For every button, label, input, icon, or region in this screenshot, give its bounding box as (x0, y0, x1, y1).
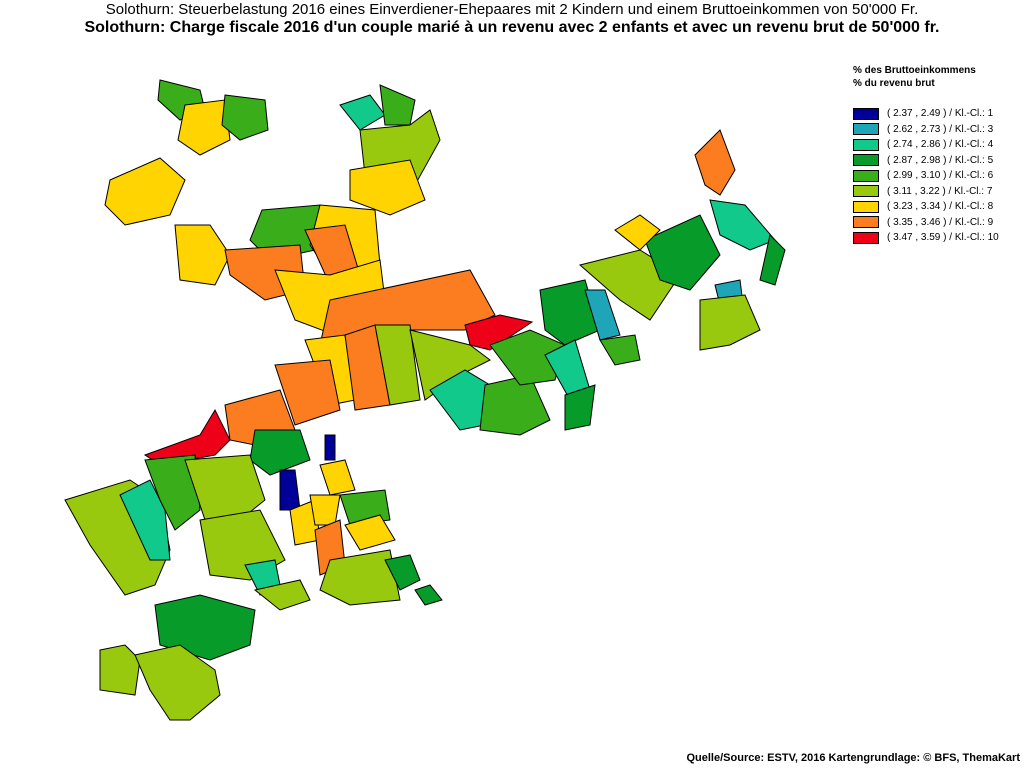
legend-swatch (853, 138, 879, 151)
legend-label: ( 2.87 , 2.98 ) / Kl.-Cl.: 5 (887, 154, 994, 166)
legend-item: ( 2.37 , 2.49 ) / Kl.-Cl.: 1 (853, 106, 999, 122)
source: Quelle/Source: ESTV, 2016 Kartengrundlag… (686, 752, 1020, 764)
legend-item: ( 2.99 , 3.10 ) / Kl.-Cl.: 6 (853, 168, 999, 184)
legend-label: ( 2.99 , 3.10 ) / Kl.-Cl.: 6 (887, 170, 994, 182)
legend-heading-fr: % du revenu brut (853, 78, 935, 89)
legend-item: ( 3.35 , 3.46 ) / Kl.-Cl.: 9 (853, 215, 999, 231)
legend-item: ( 2.62 , 2.73 ) / Kl.-Cl.: 3 (853, 122, 999, 138)
legend-swatch (853, 185, 879, 198)
legend-swatch (853, 200, 879, 213)
legend-items: ( 2.37 , 2.49 ) / Kl.-Cl.: 1 ( 2.62 , 2.7… (853, 106, 999, 246)
legend-label: ( 2.37 , 2.49 ) / Kl.-Cl.: 1 (887, 108, 994, 120)
legend-swatch (853, 107, 879, 120)
legend-label: ( 2.62 , 2.73 ) / Kl.-Cl.: 3 (887, 123, 994, 135)
legend-label: ( 3.47 , 3.59 ) / Kl.-Cl.: 10 (887, 232, 999, 244)
legend-swatch (853, 154, 879, 167)
legend-item: ( 3.11 , 3.22 ) / Kl.-Cl.: 7 (853, 184, 999, 200)
municipalities (64, 79, 786, 721)
title-fr: Solothurn: Charge fiscale 2016 d'un coup… (84, 19, 940, 36)
legend-item: ( 3.47 , 3.59 ) / Kl.-Cl.: 10 (853, 230, 999, 246)
title-de: Solothurn: Steuerbelastung 2016 eines Ei… (105, 1, 919, 18)
legend-swatch (853, 216, 879, 229)
legend-item: ( 2.74 , 2.86 ) / Kl.-Cl.: 4 (853, 137, 999, 153)
legend: % des Bruttoeinkommens % du revenu brut … (853, 64, 999, 246)
legend-label: ( 3.11 , 3.22 ) / Kl.-Cl.: 7 (887, 185, 993, 197)
legend-label: ( 3.23 , 3.34 ) / Kl.-Cl.: 8 (887, 201, 994, 213)
legend-swatch (853, 231, 879, 244)
legend-label: ( 3.35 , 3.46 ) / Kl.-Cl.: 9 (887, 216, 994, 228)
legend-heading-de: % des Bruttoeinkommens (853, 65, 976, 76)
legend-item: ( 2.87 , 2.98 ) / Kl.-Cl.: 5 (853, 153, 999, 169)
legend-swatch (853, 123, 879, 136)
legend-item: ( 3.23 , 3.34 ) / Kl.-Cl.: 8 (853, 199, 999, 215)
legend-swatch (853, 169, 879, 182)
legend-label: ( 2.74 , 2.86 ) / Kl.-Cl.: 4 (887, 139, 994, 151)
